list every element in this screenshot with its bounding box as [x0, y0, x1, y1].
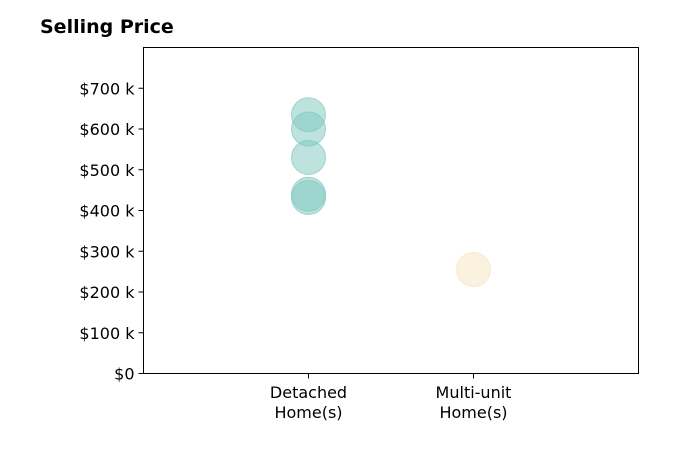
- y-tick-label: $500 k: [79, 161, 135, 180]
- x-tick-label: Home(s): [439, 403, 507, 422]
- y-axis: $0 $100 k $200 k $300 k $400 k $500 k $600 k $7…: [79, 79, 144, 384]
- x-tick-label: Home(s): [274, 403, 342, 422]
- chart-title: Selling Price: [40, 16, 174, 38]
- y-tick-label: $700 k: [79, 79, 135, 98]
- x-tick-label: Detached: [270, 383, 347, 402]
- y-tick-label: $300 k: [79, 242, 135, 261]
- y-tick-label: $400 k: [79, 202, 135, 221]
- y-tick-label: $100 k: [79, 324, 135, 343]
- y-tick-label: $600 k: [79, 120, 135, 139]
- data-point: [291, 179, 326, 215]
- plot-frame: [143, 47, 639, 374]
- x-tick-label: Multi-unit: [436, 383, 512, 402]
- data-points: [291, 97, 491, 288]
- data-point: [291, 140, 326, 176]
- y-tick-label: $200 k: [79, 283, 135, 302]
- y-tick-label: $0: [114, 365, 134, 384]
- data-point: [456, 252, 491, 288]
